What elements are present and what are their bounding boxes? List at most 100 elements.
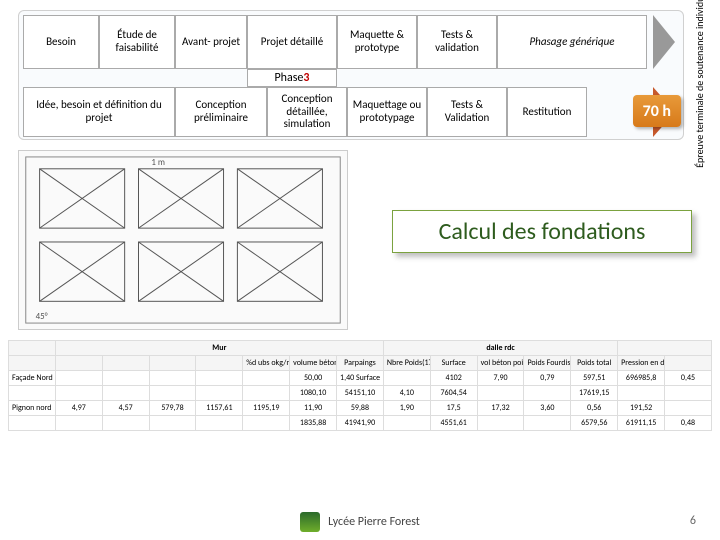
phase-arrow-wrap: BesoinÉtude de faisabilitéAvant- projetP… bbox=[23, 15, 679, 135]
table-cell bbox=[618, 386, 665, 401]
table-group-header bbox=[618, 341, 712, 356]
table-col-header bbox=[196, 356, 243, 371]
table-cell: 579,78 bbox=[149, 401, 196, 416]
table-cell: 17619,15 bbox=[571, 386, 618, 401]
foundations-table: Murdalle rdc%d ubs okg/modvolume béton p… bbox=[8, 340, 712, 431]
phase-cell: Projet détaillé bbox=[247, 15, 337, 69]
table-cell: 597,51 bbox=[571, 371, 618, 386]
table-cell: 0,45 bbox=[665, 371, 712, 386]
table-cell: 4,97 bbox=[55, 401, 102, 416]
table-col-header bbox=[55, 356, 102, 371]
table-row: 1835,8841941,904551,616579,5661911,150,4… bbox=[9, 416, 712, 431]
table-cell: 0,79 bbox=[524, 371, 571, 386]
table-cell bbox=[196, 371, 243, 386]
table-cell: 7604,54 bbox=[430, 386, 477, 401]
table-cell bbox=[243, 371, 290, 386]
table-cell bbox=[383, 416, 430, 431]
table-cell bbox=[243, 416, 290, 431]
table-cell bbox=[9, 386, 56, 401]
table-cell bbox=[196, 416, 243, 431]
table-cell: 1195,19 bbox=[243, 401, 290, 416]
table-cell bbox=[55, 386, 102, 401]
table-wrap: Murdalle rdc%d ubs okg/modvolume béton p… bbox=[8, 340, 712, 431]
table-cell: 6579,56 bbox=[571, 416, 618, 431]
table-cell bbox=[102, 416, 149, 431]
table-cell: 1,40 Surface bbox=[337, 371, 384, 386]
badge-70h: 70 h bbox=[633, 95, 681, 127]
table-col-header: Parpaings bbox=[337, 356, 384, 371]
table-cell: 1,90 bbox=[383, 401, 430, 416]
school-logo-icon bbox=[300, 512, 320, 532]
phase2-cell: Conception détaillée, simulation bbox=[267, 87, 347, 137]
svg-text:1 m: 1 m bbox=[151, 158, 165, 168]
table-col-header: Nbre Poids(17kg/pce) bbox=[383, 356, 430, 371]
table-row: Façade Nord50,001,40 Surface41027,900,79… bbox=[9, 371, 712, 386]
plan-drawing: 45° 1 m bbox=[18, 150, 348, 330]
table-col-header bbox=[9, 356, 56, 371]
calc-title: Calcul des fondations bbox=[392, 210, 692, 253]
table-col-header: Surface bbox=[430, 356, 477, 371]
phase2-cell: Tests & Validation bbox=[427, 87, 507, 137]
table-cell: 17,5 bbox=[430, 401, 477, 416]
table-cell: 41941,90 bbox=[337, 416, 384, 431]
table-cell: 59,88 bbox=[337, 401, 384, 416]
phase-cell: Phasage générique bbox=[497, 15, 647, 69]
phase-cell: Maquette & prototype bbox=[337, 15, 417, 69]
table-cell: 191,52 bbox=[618, 401, 665, 416]
table-cell bbox=[55, 416, 102, 431]
table-cell: 17,32 bbox=[477, 401, 524, 416]
phase-cell: Étude de faisabilité bbox=[99, 15, 175, 69]
phase2-cell: Restitution bbox=[507, 87, 587, 137]
table-cell: 54151,10 bbox=[337, 386, 384, 401]
table-col-header bbox=[102, 356, 149, 371]
plan-svg: 45° 1 m bbox=[19, 151, 347, 329]
table-cell bbox=[149, 386, 196, 401]
table-col-header: %d ubs okg/mod bbox=[243, 356, 290, 371]
table-cell bbox=[102, 371, 149, 386]
table-cell bbox=[149, 371, 196, 386]
table-col-header: vol béton poids bbox=[477, 356, 524, 371]
phase2-cell: Conception préliminaire bbox=[175, 87, 267, 137]
table-cell bbox=[665, 386, 712, 401]
table-cell: 0,48 bbox=[665, 416, 712, 431]
table-cell: 3,60 bbox=[524, 401, 571, 416]
phase-cell: Avant- projet bbox=[175, 15, 247, 69]
phase2-cell: Maquettage ou prototypage bbox=[347, 87, 427, 137]
table-cell: 1080,10 bbox=[290, 386, 337, 401]
epreuve-vertical-label: Épreuve terminale de soutenance individu… bbox=[686, 10, 714, 140]
table-cell bbox=[102, 386, 149, 401]
table-cell: Pignon nord bbox=[9, 401, 56, 416]
table-cell: 0,56 bbox=[571, 401, 618, 416]
table-cell: 4551,61 bbox=[430, 416, 477, 431]
phase-row-2: Idée, besoin et définition du projetConc… bbox=[23, 87, 683, 137]
table-cell bbox=[665, 401, 712, 416]
table-cell bbox=[383, 371, 430, 386]
phase3-label: Phase 3 bbox=[247, 69, 337, 87]
table-cell: 7,90 bbox=[477, 371, 524, 386]
table-cell bbox=[149, 416, 196, 431]
table-row: 1080,1054151,104,107604,54 17619,15 bbox=[9, 386, 712, 401]
footer: Lycée Pierre Forest bbox=[0, 512, 720, 532]
epreuve-text: Épreuve terminale de soutenance individu… bbox=[695, 0, 705, 168]
table-group-header bbox=[9, 341, 56, 356]
table-cell bbox=[477, 416, 524, 431]
table-col-header: Poids total bbox=[571, 356, 618, 371]
table-cell: 4102 bbox=[430, 371, 477, 386]
table-col-header bbox=[149, 356, 196, 371]
table-cell: 4,10 bbox=[383, 386, 430, 401]
table-group-header: dalle rdc bbox=[383, 341, 617, 356]
phase2-cell: Idée, besoin et définition du projet bbox=[23, 87, 175, 137]
table-col-header: Pression en daN/cm² bbox=[618, 356, 665, 371]
footer-text: Lycée Pierre Forest bbox=[328, 515, 420, 529]
svg-text:45°: 45° bbox=[36, 312, 48, 322]
table-cell bbox=[477, 386, 524, 401]
table-group-header: Mur bbox=[55, 341, 383, 356]
table-cell: 696985,8 bbox=[618, 371, 665, 386]
table-cell: 50,00 bbox=[290, 371, 337, 386]
phase-region: BesoinÉtude de faisabilitéAvant- projetP… bbox=[18, 10, 684, 140]
table-cell: 11,90 bbox=[290, 401, 337, 416]
table-cell bbox=[55, 371, 102, 386]
table-cell bbox=[243, 386, 290, 401]
phase-cell: Besoin bbox=[23, 15, 99, 69]
page-number: 6 bbox=[690, 514, 696, 528]
